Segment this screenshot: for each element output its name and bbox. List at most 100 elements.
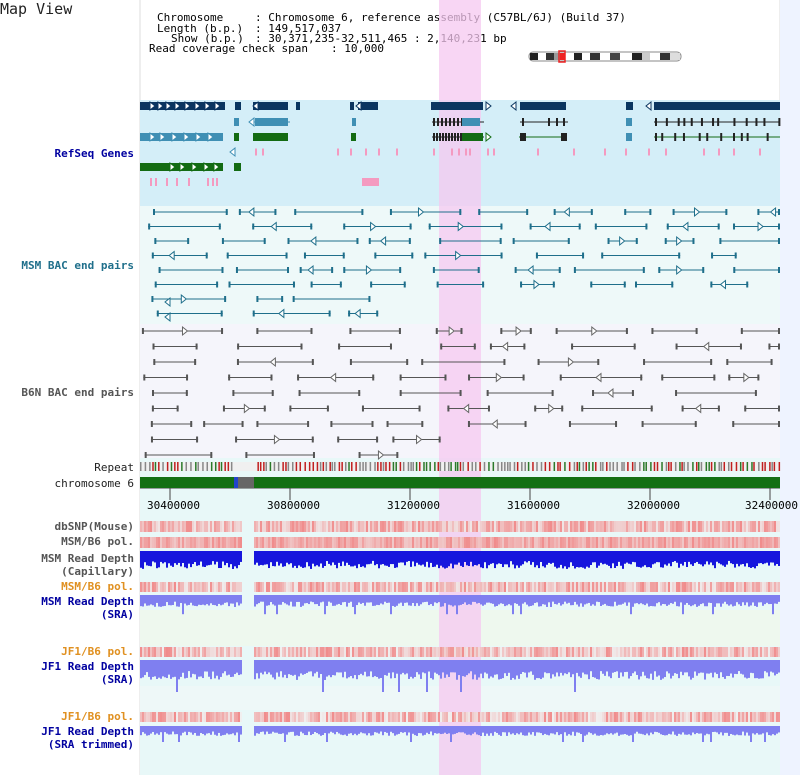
msm-sra-depth-bar (432, 595, 434, 606)
msm-capillary-depth-bar (376, 551, 378, 565)
jf1-b6-pol-trimmed-strip (338, 712, 340, 722)
jf1-sra-depth-bar (596, 660, 598, 680)
chromosome-ideogram[interactable] (528, 50, 682, 63)
jf1-sra-depth-bar (142, 660, 144, 678)
msm-capillary-depth-bar (546, 551, 548, 565)
msm-sra-depth-bar (212, 595, 214, 605)
track-label-jf1-read-depth-sra[interactable]: JF1 Read Depth (41, 660, 134, 673)
jf1-trimmed-depth-bar (284, 726, 286, 742)
msm-b6-pol-strip (716, 537, 718, 548)
b6n-bac-pair-end (581, 405, 584, 412)
jf1-sra-depth-bar (210, 660, 212, 680)
msm-b6-pol-strip (546, 537, 548, 548)
msm-sra-depth-bar (478, 595, 480, 603)
msm-capillary-depth-bar (704, 551, 706, 565)
bac-end-pairs-track[interactable] (141, 206, 780, 461)
jf1-sra-depth-bar (760, 660, 762, 679)
jf1-b6-pol-trimmed-strip (390, 712, 392, 722)
jf1-trimmed-depth-bar (140, 726, 142, 736)
msm-b6-pol-sra-strip (546, 582, 548, 592)
refseq-genes-track[interactable] (140, 100, 781, 186)
msm-bac-pair-end (303, 252, 306, 259)
jf1-trimmed-depth-bar (168, 726, 170, 735)
jf1-b6-pol-strip (576, 647, 578, 657)
msm-b6-pol-strip (626, 537, 628, 548)
track-label-b6n-bac[interactable]: B6N BAC end pairs (21, 386, 134, 399)
jf1-b6-pol-trimmed-strip (140, 712, 142, 722)
jf1-b6-pol-strip (718, 647, 720, 657)
track-label-refseq[interactable]: RefSeq Genes (54, 147, 134, 160)
jf1-b6-pol-trimmed-strip (232, 712, 234, 722)
repeat-element (631, 462, 634, 471)
track-label-msm-b6-pol[interactable]: MSM/B6 pol. (61, 535, 134, 548)
jf1-b6-pol-trimmed-strip (676, 712, 678, 722)
dbsnp-strip (672, 521, 674, 532)
jf1-trimmed-depth-bar (272, 726, 274, 732)
msm-b6-pol-sra-strip (552, 582, 554, 592)
jf1-sra-depth-bar (418, 660, 420, 675)
gene-arrow (757, 221, 764, 232)
msm-b6-pol-strip (606, 537, 608, 548)
msm-b6-pol-sra-strip (156, 582, 158, 592)
jf1-trimmed-depth-bar (500, 726, 502, 736)
msm-sra-depth-bar (772, 595, 774, 615)
msm-capillary-depth-bar (196, 551, 198, 566)
jf1-b6-pol-strip (462, 647, 464, 657)
msm-b6-pol-sra-strip (272, 582, 274, 592)
jf1-trimmed-depth-bar (304, 726, 306, 736)
jf1-trimmed-depth-bar (150, 726, 152, 734)
jf1-b6-pol-trimmed-strip (508, 712, 510, 722)
track-label-msm-read-depth-sra[interactable]: MSM Read Depth (41, 595, 134, 608)
variant-tick (188, 178, 190, 186)
jf1-sra-depth-bar (720, 660, 722, 673)
dbsnp-strip (630, 521, 632, 532)
annotation-tracks[interactable] (140, 462, 781, 742)
b6n-bac-pair-end (487, 405, 490, 412)
jf1-b6-pol-trimmed-strip (436, 712, 438, 722)
jf1-b6-pol-trimmed-strip (522, 712, 524, 722)
dbsnp-strip (386, 521, 388, 532)
jf1-trimmed-depth-bar (596, 726, 598, 736)
track-label-msm-b6-pol-sra[interactable]: MSM/B6 pol. (61, 580, 134, 593)
repeat-element (492, 462, 495, 471)
track-label-dbsnp[interactable]: dbSNP(Mouse) (54, 520, 134, 533)
msm-sra-depth-bar (202, 595, 204, 605)
gene-arrow (515, 325, 522, 337)
track-label-chromosome[interactable]: chromosome 6 (54, 477, 134, 490)
jf1-b6-pol-trimmed-strip (308, 712, 310, 722)
jf1-sra-depth-bar (408, 660, 410, 679)
repeat-element (742, 462, 744, 471)
track-label-jf1-b6-pol[interactable]: JF1/B6 pol. (61, 645, 134, 658)
jf1-trimmed-depth-bar (300, 726, 302, 732)
track-label-repeat[interactable]: Repeat (94, 461, 134, 474)
msm-capillary-depth-bar (438, 551, 440, 569)
msm-sra-depth-bar (376, 595, 378, 605)
track-label-jf1-read-depth-trimmed[interactable]: JF1 Read Depth (41, 725, 134, 738)
msm-sra-depth-bar (396, 595, 398, 606)
track-label-jf1-b6-pol-trimmed[interactable]: JF1/B6 pol. (61, 710, 134, 723)
track-label-msm-read-depth-capillary[interactable]: MSM Read Depth (41, 552, 134, 565)
msm-sra-depth-bar (548, 595, 550, 603)
msm-capillary-depth-bar (586, 551, 588, 567)
repeat-element (500, 462, 503, 471)
msm-b6-pol-sra-strip (144, 582, 146, 592)
track-label-msm-bac[interactable]: MSM BAC end pairs (21, 259, 134, 272)
msm-capillary-depth-bar (692, 551, 694, 566)
jf1-trimmed-depth-bar (652, 726, 654, 735)
jf1-sra-depth-bar (398, 660, 400, 692)
repeat-element (697, 462, 700, 471)
dbsnp-strip (706, 521, 708, 532)
jf1-sra-depth-bar (536, 660, 538, 679)
jf1-trimmed-depth-bar (456, 726, 458, 733)
jf1-trimmed-depth-bar (570, 726, 572, 736)
msm-b6-pol-sra-strip (642, 582, 644, 592)
jf1-sra-depth-bar (754, 660, 756, 679)
msm-capillary-depth-bar (458, 551, 460, 563)
msm-b6-pol-strip (742, 537, 744, 548)
msm-sra-depth-bar (222, 595, 224, 605)
msm-b6-pol-sra-strip (216, 582, 218, 592)
jf1-b6-pol-strip (310, 647, 312, 657)
jf1-b6-pol-trimmed-strip (548, 712, 550, 722)
msm-b6-pol-sra-strip (438, 582, 440, 592)
